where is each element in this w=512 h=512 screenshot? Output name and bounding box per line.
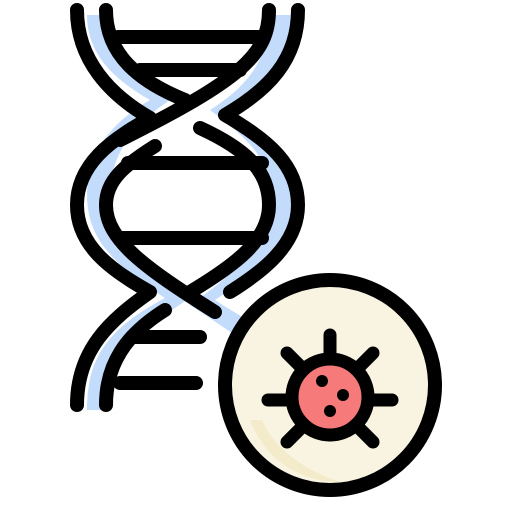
virus-body xyxy=(285,352,375,442)
virus-badge-shading xyxy=(250,420,340,482)
dna-left-outer-strand xyxy=(70,3,157,412)
dna-left-inner-mid xyxy=(99,139,222,319)
dna-strand-right-fill xyxy=(190,15,293,335)
dna-right-inner-mid xyxy=(183,121,276,299)
virus-badge xyxy=(218,273,442,497)
dna-right-inner-strand xyxy=(113,3,276,147)
dna-right-outer-strand xyxy=(218,3,305,299)
dna-left-inner-strand xyxy=(99,3,192,107)
dna-left-inner-bottom xyxy=(99,303,172,412)
dna-helix-outline xyxy=(70,3,305,412)
virus-dots xyxy=(316,375,349,417)
